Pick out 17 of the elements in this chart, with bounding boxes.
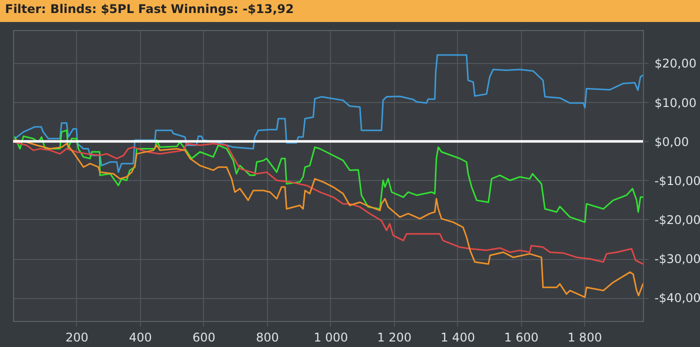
x-tick-label: 1 400 — [440, 330, 476, 344]
y-tick-label: $0,00 — [654, 134, 689, 149]
x-tick-label: 800 — [256, 330, 279, 344]
x-tick-label: 1 600 — [504, 330, 538, 344]
chart-title: Filter: Blinds: $5PL Fast Winnings: -$13,92 — [5, 2, 294, 16]
y-tick-label: -$30,00 — [654, 252, 700, 266]
x-tick-label: 1 200 — [377, 330, 412, 344]
x-tick-label: 1 000 — [314, 330, 348, 344]
y-tick-label: -$20,00 — [654, 212, 700, 227]
y-tick-label: -$10,00 — [654, 174, 700, 188]
x-tick-label: 1 800 — [568, 330, 602, 344]
y-tick-label: $20,00 — [654, 56, 696, 71]
y-tick-label: $10,00 — [654, 96, 696, 110]
x-tick-label: 200 — [66, 330, 88, 344]
y-tick-label: -$40,00 — [654, 291, 700, 306]
x-tick-label: 600 — [192, 330, 216, 344]
x-tick-label: 400 — [129, 330, 152, 344]
